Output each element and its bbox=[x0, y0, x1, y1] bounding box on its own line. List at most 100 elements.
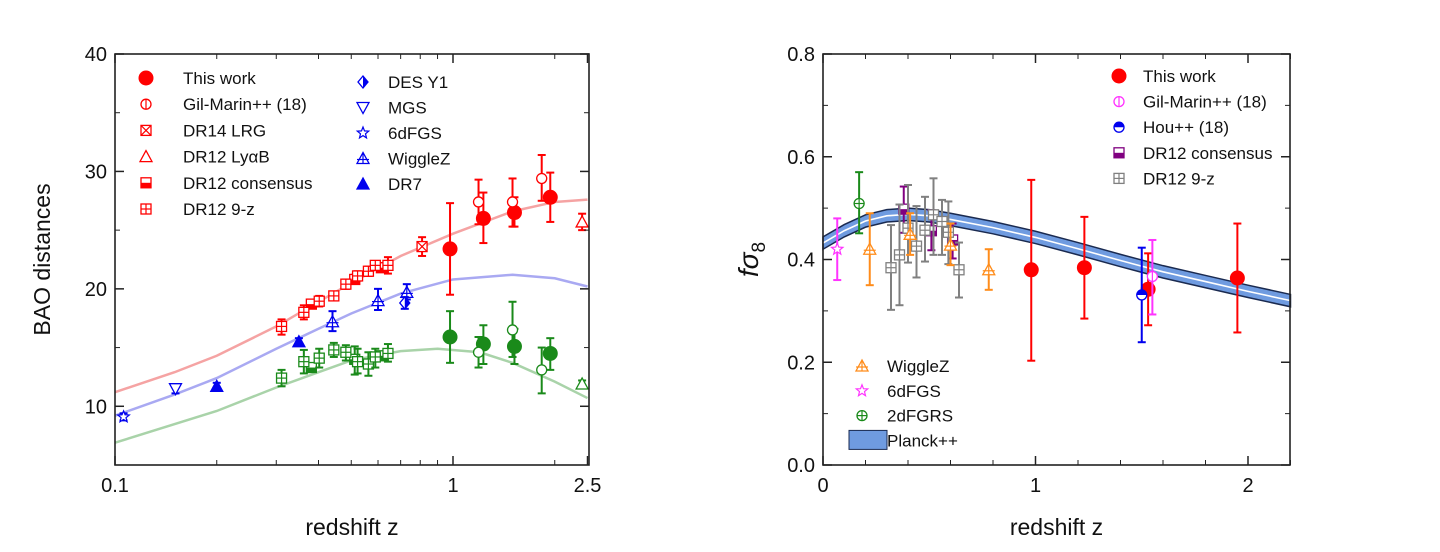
marker-shape bbox=[1229, 270, 1245, 286]
point-marker bbox=[442, 241, 458, 257]
marker-stroke bbox=[140, 124, 152, 136]
point-marker bbox=[275, 320, 288, 333]
point-marker bbox=[369, 351, 381, 363]
legend-label: DR7 bbox=[388, 175, 422, 194]
point-marker bbox=[853, 197, 865, 210]
marker-fill bbox=[376, 355, 387, 361]
data-point bbox=[942, 200, 955, 266]
marker-fill bbox=[363, 76, 368, 88]
marker-shape bbox=[138, 149, 154, 163]
marker-fill bbox=[1136, 289, 1147, 295]
point-marker bbox=[209, 378, 224, 392]
planck-band bbox=[822, 207, 1292, 308]
point-marker bbox=[328, 344, 340, 356]
y-tick-label: 30 bbox=[85, 161, 107, 183]
legend-label: Gil-Marin++ (18) bbox=[1143, 93, 1267, 112]
data-point bbox=[1076, 215, 1092, 320]
x-tick-label: 2 bbox=[1242, 475, 1253, 497]
plot-frame bbox=[114, 53, 590, 466]
data-point bbox=[351, 347, 364, 375]
legend-label: DES Y1 bbox=[388, 73, 448, 92]
data-point bbox=[829, 217, 845, 282]
data-point bbox=[442, 310, 458, 364]
marker-shape bbox=[506, 205, 522, 221]
legend-entry: DR7 bbox=[355, 175, 422, 194]
data-point bbox=[953, 241, 965, 299]
series-dr7 bbox=[209, 334, 306, 392]
point-marker bbox=[542, 345, 558, 361]
y-tick-label: 0.2 bbox=[787, 352, 815, 374]
data-point bbox=[313, 294, 325, 308]
point-marker bbox=[862, 241, 877, 255]
data-point bbox=[1023, 178, 1039, 362]
point-marker bbox=[943, 237, 958, 251]
legend-label: 6dFGS bbox=[887, 382, 941, 401]
data-point bbox=[472, 336, 485, 369]
series-this-work bbox=[1023, 178, 1245, 362]
legend-label: WiggleZ bbox=[887, 357, 949, 376]
legend-marker bbox=[138, 149, 154, 163]
point-marker bbox=[313, 295, 325, 307]
legend-label: Gil-Marin++ (18) bbox=[183, 95, 307, 114]
data-point bbox=[853, 171, 865, 235]
data-point bbox=[1146, 238, 1159, 316]
data-point bbox=[291, 334, 306, 348]
data-point bbox=[340, 344, 352, 362]
legend-entry: DR12 LyαB bbox=[138, 148, 270, 167]
legend-entry: Hou++ (18) bbox=[1113, 118, 1229, 137]
legend-entry: DR12 consensus bbox=[140, 174, 312, 193]
y-axis-label: BAO distances bbox=[29, 183, 55, 335]
marker-shape bbox=[506, 338, 522, 354]
planck-band-center bbox=[822, 213, 1291, 302]
data-point bbox=[536, 346, 548, 395]
series-des-y1 bbox=[398, 295, 411, 310]
point-marker bbox=[1023, 262, 1039, 278]
point-marker bbox=[370, 293, 386, 307]
marker-shape bbox=[355, 101, 371, 115]
x-axis-label: redshift z bbox=[305, 514, 398, 540]
legend-entry: This work bbox=[138, 69, 256, 88]
marker-shape bbox=[575, 376, 590, 390]
point-marker bbox=[1146, 270, 1159, 283]
point-marker bbox=[936, 215, 948, 228]
point-marker bbox=[475, 210, 491, 226]
legend-marker bbox=[355, 176, 371, 190]
point-marker bbox=[351, 356, 364, 368]
legend-marker bbox=[1111, 68, 1127, 84]
data-point bbox=[575, 376, 590, 390]
marker-shape bbox=[536, 364, 548, 376]
data-point bbox=[936, 198, 948, 256]
series-gil-marin-18- bbox=[472, 300, 548, 395]
y-tick-label: 0.0 bbox=[787, 455, 815, 477]
data-point bbox=[927, 177, 940, 256]
marker-fill bbox=[898, 209, 909, 215]
legend-entry: 6dFGS bbox=[355, 124, 442, 143]
series-2dfgrs bbox=[853, 171, 865, 235]
point-marker bbox=[536, 172, 548, 185]
x-axis-label: redshift z bbox=[1010, 514, 1103, 540]
data-point bbox=[1229, 222, 1245, 334]
series-gil-marin-18- bbox=[472, 153, 548, 228]
point-marker bbox=[313, 352, 325, 364]
marker-fill bbox=[1114, 122, 1124, 128]
marker-shape bbox=[472, 196, 485, 208]
legend-marker bbox=[856, 409, 868, 422]
axes: 0 1 2 0.0 0.2 0.4 0.6 0.8 redshift z fσ8 bbox=[733, 44, 1291, 540]
series-dr12-ly-b bbox=[575, 212, 590, 232]
legend-entry: DR12 9-z bbox=[1113, 169, 1215, 188]
axes: 0.1 1 2.5 10 20 30 40 redshift z BAO distances bbox=[29, 44, 601, 540]
marker-shape bbox=[542, 189, 558, 205]
legend-marker bbox=[1113, 95, 1125, 108]
point-marker bbox=[398, 295, 411, 310]
marker-shape bbox=[542, 345, 558, 361]
point-marker bbox=[362, 358, 375, 370]
point-marker bbox=[1136, 289, 1148, 301]
marker-shape bbox=[355, 125, 371, 140]
legend-entry: MGS bbox=[355, 99, 427, 118]
legend-marker bbox=[138, 70, 154, 86]
point-marker bbox=[1076, 260, 1092, 276]
point-marker bbox=[893, 249, 906, 261]
data-point bbox=[275, 368, 288, 388]
x-tick-label: 1 bbox=[447, 475, 458, 497]
y-tick-label: 20 bbox=[85, 279, 107, 301]
